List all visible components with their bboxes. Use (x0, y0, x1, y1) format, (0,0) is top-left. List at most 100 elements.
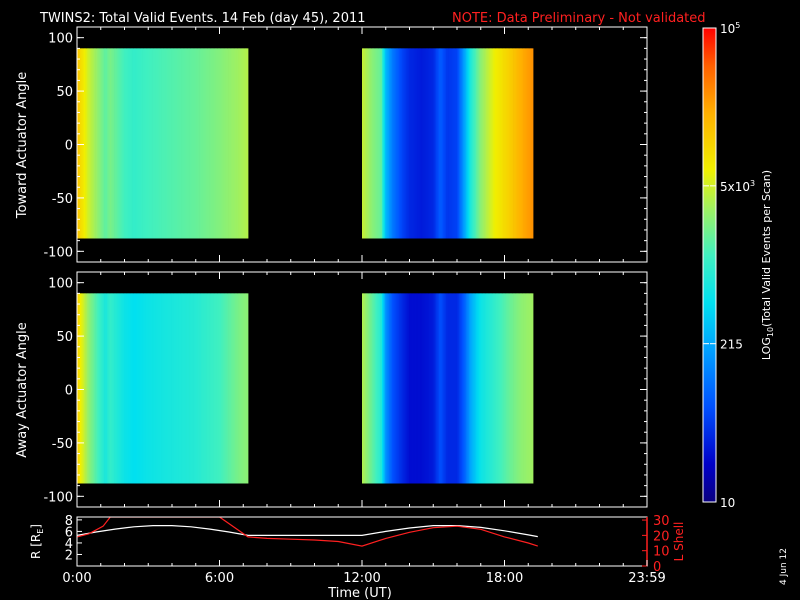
away-heatmap-cell (142, 293, 145, 484)
away-heatmap-cell (151, 293, 153, 484)
toward-heatmap-cell (178, 48, 180, 239)
toward-heatmap-cell (461, 48, 464, 239)
colorbar-tick-base: 215 (720, 338, 743, 352)
toward-heatmap-cell (377, 48, 380, 239)
toward-heatmap-cell (189, 48, 192, 239)
away-heatmap-cell (414, 293, 417, 484)
toward-heatmap-cell (474, 48, 477, 239)
toward-heatmap-cell (473, 48, 475, 239)
away-heatmap-cell (233, 293, 236, 484)
toward-heatmap-cell (451, 48, 454, 239)
toward-heatmap-cell (212, 48, 215, 239)
away-heatmap-cell (514, 293, 517, 484)
toward-heatmap-cell (362, 48, 364, 239)
toward-heatmap-cell (380, 48, 383, 239)
toward-heatmap-cell (387, 48, 390, 239)
away-heatmap-cell (450, 293, 453, 484)
toward-heatmap-cell (109, 48, 112, 239)
toward-heatmap-cell (203, 48, 206, 239)
toward-heatmap-cell (410, 48, 413, 239)
toward-heatmap-cell (471, 48, 474, 239)
toward-heatmap-cell (373, 48, 376, 239)
toward-heatmap-cell (370, 48, 373, 239)
away-heatmap-cell (369, 293, 371, 484)
away-heatmap-cell (109, 293, 112, 484)
away-heatmap-cell (216, 293, 219, 484)
toward-heatmap-cell (463, 48, 465, 239)
chart-title: TWINS2: Total Valid Events. 14 Feb (day … (39, 11, 366, 26)
toward-heatmap-cell (518, 48, 521, 239)
away-heatmap-cell (96, 293, 99, 484)
away-heatmap-cell (374, 293, 377, 484)
away-heatmap-cell (399, 293, 401, 484)
away-heatmap-cell (483, 293, 485, 484)
away-heatmap-cell (205, 293, 208, 484)
away-heatmap-cell (384, 293, 387, 484)
away-heatmap (77, 293, 534, 484)
toward-heatmap-cell (188, 48, 190, 239)
away-heatmap-cell (426, 293, 428, 484)
away-heatmap-cell (126, 293, 129, 484)
toward-heatmap-cell (501, 48, 504, 239)
away-heatmap-cell (246, 293, 249, 484)
toward-heatmap-cell (427, 48, 430, 239)
away-heatmap-cell (487, 293, 490, 484)
away-heatmap-cell (112, 293, 115, 484)
toward-heatmap-cell (396, 48, 399, 239)
away-heatmap-cell (494, 293, 497, 484)
colorbar-tick-exp: 5 (735, 21, 740, 30)
toward-heatmap-cell (81, 48, 84, 239)
toward-heatmap-cell (491, 48, 494, 239)
toward-heatmap-cell (179, 48, 182, 239)
away-heatmap-cell (181, 293, 183, 484)
toward-heatmap-cell (226, 48, 229, 239)
toward-heatmap-cell (477, 48, 480, 239)
away-heatmap-cell (77, 293, 79, 484)
away-heatmap-cell (527, 293, 530, 484)
away-heatmap-cell (131, 293, 133, 484)
x-axis-label: Time (UT) (327, 586, 392, 600)
toward-heatmap-cell (125, 48, 128, 239)
toward-heatmap-cell (523, 48, 525, 239)
toward-heatmap-cell (454, 48, 457, 239)
away-heatmap-cell (431, 293, 434, 484)
toward-heatmap-cell (444, 48, 447, 239)
toward-heatmap-cell (409, 48, 411, 239)
away-heatmap-cell (470, 293, 473, 484)
toward-heatmap-cell (413, 48, 416, 239)
toward-heatmap-cell (232, 48, 235, 239)
toward-heatmap-cell (116, 48, 119, 239)
away-ytick-label: 0 (65, 384, 73, 399)
away-heatmap-cell (448, 293, 451, 484)
away-heatmap-cell (200, 293, 203, 484)
toward-heatmap-cell (236, 48, 239, 239)
away-heatmap-cell (166, 293, 169, 484)
away-heatmap-cell (407, 293, 410, 484)
radius-axis-label-end: ] (29, 524, 43, 529)
away-heatmap-cell (99, 293, 102, 484)
toward-heatmap-cell (148, 48, 151, 239)
away-heatmap-cell (84, 293, 86, 484)
toward-heatmap-cell (443, 48, 446, 239)
toward-heatmap-cell (485, 48, 488, 239)
toward-heatmap-cell (185, 48, 188, 239)
toward-heatmap-cell (134, 48, 136, 239)
away-heatmap-cell (366, 293, 369, 484)
toward-heatmap-cell (152, 48, 155, 239)
toward-heatmap-cell (478, 48, 481, 239)
radius-axis-label: R [RE] (29, 524, 45, 559)
away-heatmap-cell (444, 293, 447, 484)
toward-heatmap-cell (498, 48, 501, 239)
away-heatmap-cell (510, 293, 513, 484)
toward-heatmap-cell (374, 48, 377, 239)
toward-heatmap-cell (528, 48, 531, 239)
toward-heatmap-cell (428, 48, 431, 239)
toward-heatmap-cell (182, 48, 185, 239)
radius-tick-label: 6 (65, 525, 73, 540)
toward-ytick-label: 50 (56, 85, 73, 100)
toward-heatmap-cell (85, 48, 88, 239)
away-heatmap-cell (92, 293, 95, 484)
toward-heatmap-cell (119, 48, 122, 239)
